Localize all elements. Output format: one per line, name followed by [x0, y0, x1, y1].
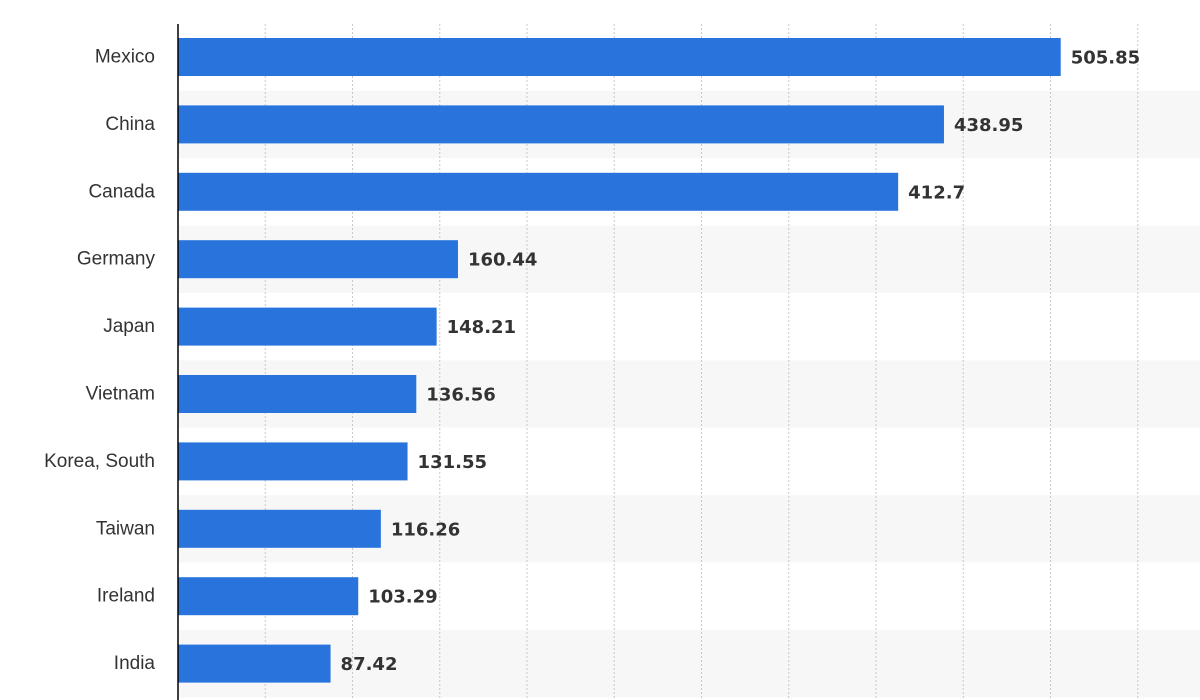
value-label: 87.42 — [341, 654, 398, 675]
value-label: 131.55 — [418, 452, 487, 473]
row-band — [178, 629, 1200, 698]
category-label: Vietnam — [86, 384, 155, 405]
bar — [178, 509, 381, 548]
bar — [178, 38, 1061, 76]
value-label: 160.44 — [468, 250, 537, 271]
bar — [178, 577, 359, 616]
category-labels: Mexico China Canada Germany Japan Vietnam Kore… — [44, 47, 155, 675]
bar — [178, 375, 417, 413]
category-label: Ireland — [97, 586, 155, 607]
bar — [178, 442, 408, 481]
value-label: 148.21 — [447, 317, 516, 338]
value-label: 103.29 — [368, 587, 437, 608]
category-label: Mexico — [95, 47, 155, 68]
category-label: Japan — [103, 316, 155, 337]
value-label: 136.56 — [426, 385, 495, 406]
category-label: Germany — [77, 249, 156, 270]
value-label: 116.26 — [391, 519, 460, 540]
bar — [178, 307, 437, 346]
bar — [178, 240, 458, 279]
bar — [178, 172, 899, 211]
row-bands — [178, 90, 1200, 698]
bar — [178, 105, 944, 144]
value-label: 412.7 — [908, 182, 965, 203]
bar — [178, 644, 331, 683]
category-label: Canada — [88, 181, 155, 202]
category-label: China — [105, 114, 155, 135]
category-label: India — [114, 653, 156, 674]
value-labels: 505.85 438.95 412.7 160.44 148.21 136.56 131.5… — [341, 48, 1141, 676]
bars — [178, 38, 1061, 683]
value-label: 505.85 — [1071, 48, 1140, 69]
value-label: 438.95 — [954, 115, 1023, 136]
category-label: Taiwan — [96, 518, 155, 539]
category-label: Korea, South — [44, 451, 155, 472]
